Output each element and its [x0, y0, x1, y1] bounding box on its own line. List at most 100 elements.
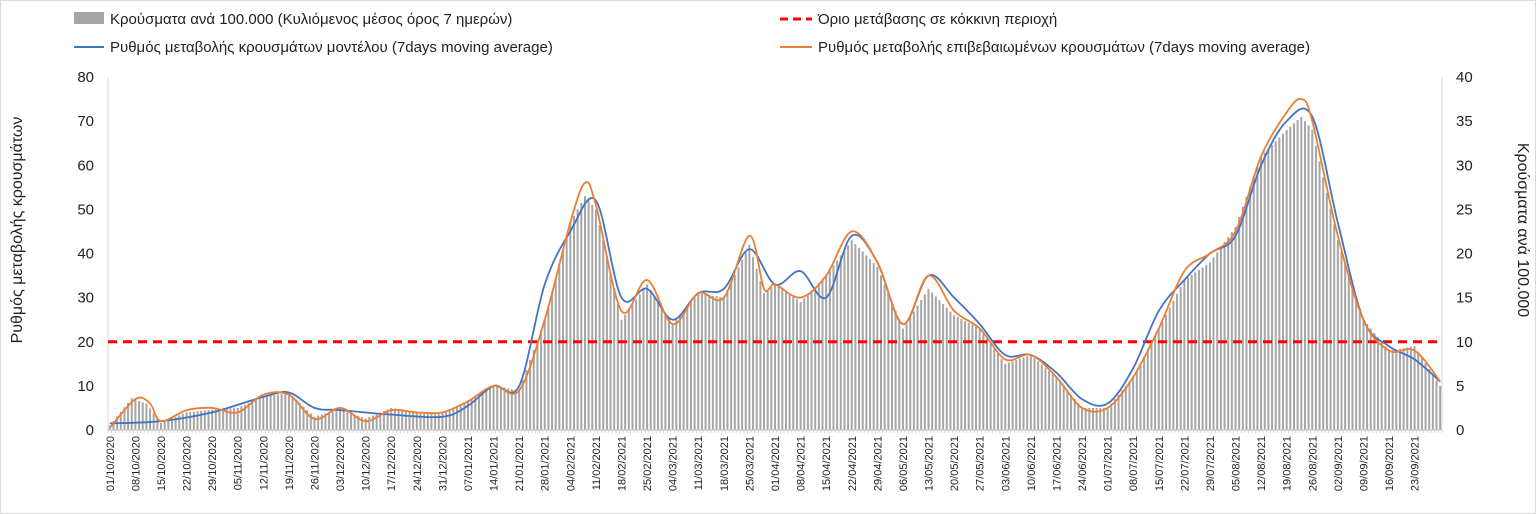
- bar: [719, 296, 722, 430]
- y-left-tick-label: 80: [77, 69, 94, 86]
- y-left-tick-label: 70: [77, 113, 94, 130]
- bar: [1329, 208, 1332, 430]
- x-tick-label: 17/06/2021: [1051, 436, 1063, 491]
- x-tick-label: 31/12/2020: [437, 436, 449, 491]
- bar: [181, 413, 184, 430]
- legend: Κρούσματα ανά 100.000 (Κυλιόμενος μέσος …: [74, 11, 1310, 56]
- x-tick-label: 29/10/2020: [207, 436, 219, 491]
- bar: [313, 416, 316, 430]
- bar: [211, 409, 214, 430]
- bar: [1106, 407, 1109, 430]
- bar: [445, 410, 448, 430]
- bar: [134, 399, 137, 430]
- bar: [993, 348, 996, 430]
- bar: [1406, 347, 1409, 430]
- x-tick-label: 11/02/2021: [591, 436, 603, 490]
- bar: [569, 222, 572, 430]
- bar: [763, 293, 766, 430]
- bar: [934, 296, 937, 430]
- bar: [1420, 357, 1423, 430]
- bar: [551, 291, 554, 430]
- bar: [971, 324, 974, 430]
- bar: [466, 400, 469, 430]
- x-tick-label: 16/09/2021: [1384, 436, 1396, 491]
- bar: [1212, 257, 1215, 430]
- legend-label-cases: Κρούσματα ανά 100.000 (Κυλιόμενος μέσος …: [110, 11, 512, 28]
- x-tick-label: 26/11/2020: [310, 436, 322, 490]
- y-right-tick-label: 40: [1456, 69, 1473, 86]
- bar: [956, 317, 959, 430]
- bar: [485, 390, 488, 430]
- bar: [1289, 126, 1292, 430]
- x-tick-label: 01/04/2021: [770, 436, 782, 491]
- x-tick-label: 18/03/2021: [719, 436, 731, 491]
- bar: [1271, 145, 1274, 430]
- bar: [255, 399, 258, 430]
- bar: [1161, 321, 1164, 430]
- legend-label-confirmed-rate: Ρυθμός μεταβολής επιβεβαιωμένων κρουσμάτ…: [818, 39, 1310, 56]
- bar: [123, 407, 126, 430]
- bar: [331, 411, 334, 430]
- x-tick-label: 29/07/2021: [1205, 436, 1217, 491]
- bar: [247, 403, 250, 430]
- x-tick-label: 14/01/2021: [489, 436, 501, 491]
- bar: [1205, 264, 1208, 430]
- bar: [189, 411, 192, 430]
- bar: [1117, 394, 1120, 430]
- bar: [1274, 141, 1277, 431]
- bar: [317, 415, 320, 430]
- x-tick-label: 03/12/2020: [335, 436, 347, 491]
- bar: [507, 388, 510, 430]
- bar: [1073, 399, 1076, 430]
- bar: [1197, 269, 1200, 430]
- bar: [404, 410, 407, 430]
- bar: [393, 408, 396, 430]
- bar: [697, 293, 700, 430]
- bar: [1249, 186, 1252, 430]
- bar: [265, 395, 268, 430]
- bar: [236, 407, 239, 430]
- x-tick-label: 24/06/2021: [1077, 436, 1089, 491]
- y-right-tick-label: 0: [1456, 422, 1464, 439]
- bar: [159, 422, 162, 430]
- bar: [346, 411, 349, 430]
- bar: [1292, 123, 1295, 430]
- bar: [905, 322, 908, 430]
- bar: [1351, 285, 1354, 430]
- bar: [192, 411, 195, 430]
- bar: [766, 290, 769, 430]
- bar: [1355, 296, 1358, 430]
- x-tick-label: 21/01/2021: [514, 436, 526, 491]
- x-tick-label: 15/10/2020: [156, 436, 168, 491]
- bar: [1033, 358, 1036, 430]
- bar: [1384, 346, 1387, 430]
- x-tick-label: 15/04/2021: [821, 436, 833, 491]
- x-tick-label: 05/08/2021: [1231, 436, 1243, 491]
- y-right-tick-label: 35: [1456, 113, 1473, 130]
- bar: [269, 395, 272, 430]
- bar: [1051, 373, 1054, 430]
- bar: [1402, 348, 1405, 430]
- bar: [1252, 176, 1255, 430]
- bar: [1369, 328, 1372, 430]
- bar: [229, 408, 232, 430]
- bar: [350, 412, 353, 430]
- bar: [839, 255, 842, 430]
- bar: [353, 414, 356, 430]
- bar: [434, 412, 437, 430]
- bar: [437, 412, 440, 430]
- legend-swatch-cases: [74, 12, 104, 24]
- bar: [920, 300, 923, 430]
- y-left-tick-label: 60: [77, 157, 94, 174]
- bar: [525, 370, 528, 430]
- bar: [964, 320, 967, 430]
- legend-label-threshold: Όριο μετάβασης σε κόκκινη περιοχή: [817, 11, 1057, 28]
- bar: [1380, 341, 1383, 430]
- bar: [1062, 385, 1065, 431]
- bar: [1121, 390, 1124, 430]
- bar: [799, 302, 802, 430]
- bar: [649, 290, 652, 430]
- bar: [1026, 356, 1029, 430]
- bar: [942, 303, 945, 430]
- bar: [441, 412, 444, 430]
